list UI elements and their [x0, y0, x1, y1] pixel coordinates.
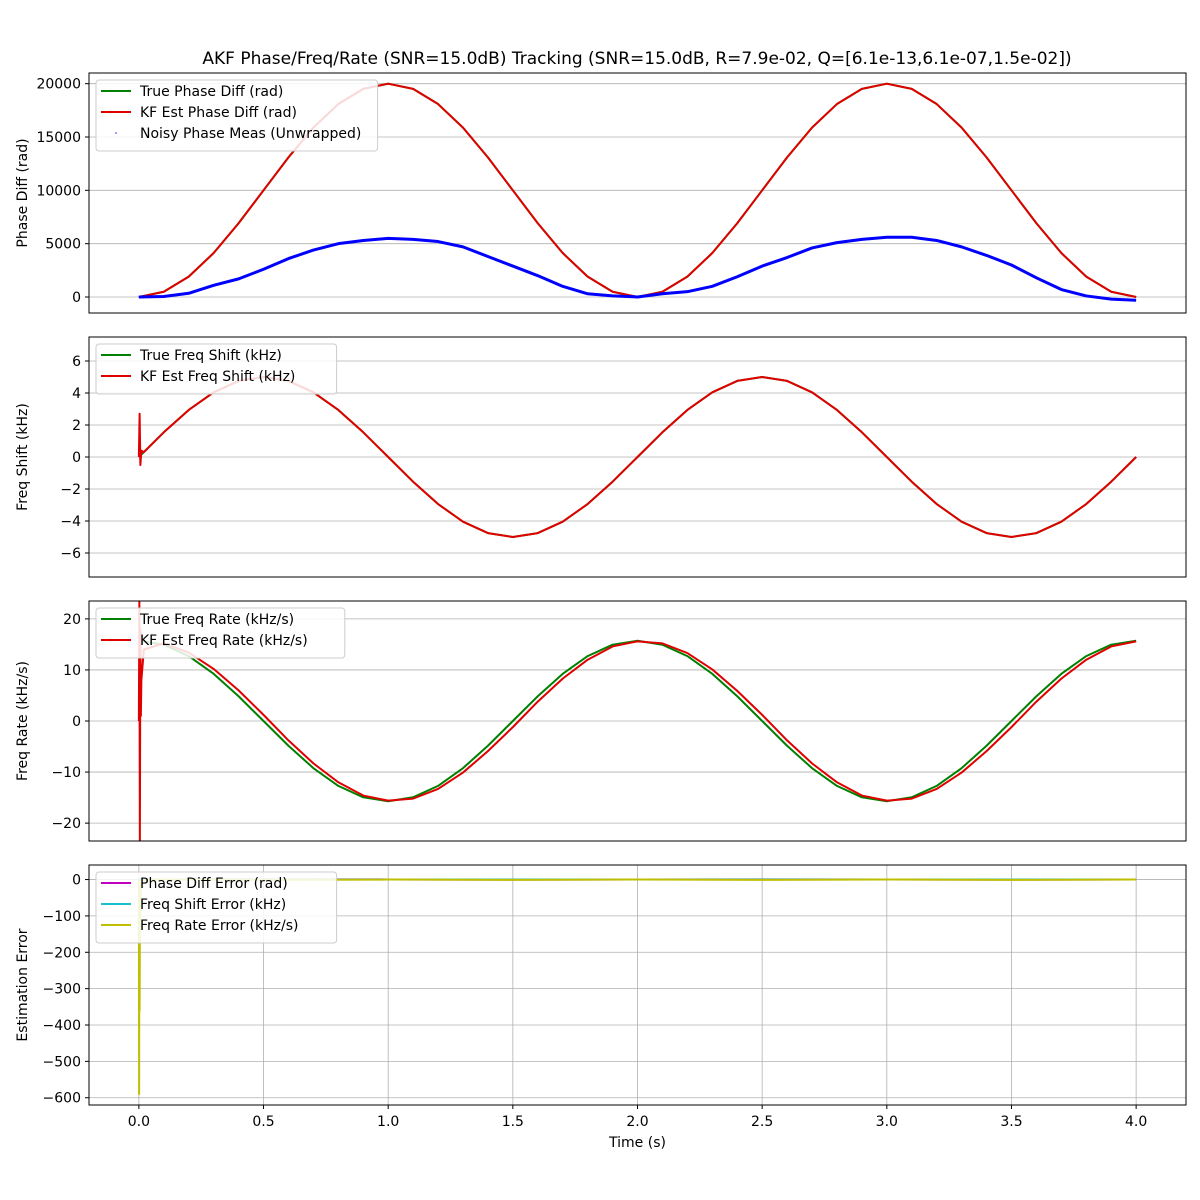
y-tick-label: −20 — [51, 816, 81, 832]
legend: True Freq Rate (kHz/s) KF Est Freq Rate (… — [95, 607, 346, 659]
legend: True Freq Shift (kHz) KF Est Freq Shift (… — [95, 343, 338, 395]
y-axis-label: Freq Shift (kHz) — [15, 403, 31, 511]
y-tick-label: 10000 — [36, 183, 81, 199]
x-tick-label: 4.0 — [1125, 1114, 1147, 1130]
y-tick-label: 10 — [63, 663, 81, 679]
legend-entry: Phase Diff Error (rad) — [140, 876, 288, 892]
legend-box — [95, 607, 346, 659]
legend: Phase Diff Error (rad) Freq Shift Error (… — [95, 871, 338, 944]
noisy-measurement-trace — [138, 235, 1137, 302]
y-tick-label: 6 — [72, 354, 81, 370]
legend-box — [95, 343, 338, 395]
legend-entry: KF Est Freq Rate (kHz/s) — [140, 633, 308, 649]
x-tick-label: 0.5 — [252, 1114, 274, 1130]
y-tick-label: −300 — [43, 982, 81, 998]
y-tick-label: −200 — [43, 945, 81, 961]
y-tick-label: −500 — [43, 1054, 81, 1070]
y-tick-label: −10 — [51, 765, 81, 781]
y-tick-label: 4 — [72, 386, 81, 402]
y-tick-label: 0 — [72, 873, 81, 889]
legend: True Phase Diff (rad) KF Est Phase Diff (… — [95, 79, 379, 152]
legend-box — [95, 871, 338, 944]
x-tick-label: 2.5 — [751, 1114, 773, 1130]
subplot-1: 0 5000 10000 15000 20000 Phase Diff (rad) True… — [15, 72, 1187, 314]
y-tick-label: 0 — [72, 450, 81, 466]
x-tick-label: 3.0 — [876, 1114, 898, 1130]
y-tick-label: 0 — [72, 290, 81, 306]
x-tick-label: 0.0 — [128, 1114, 150, 1130]
y-tick-label: 0 — [72, 714, 81, 730]
legend-marker — [115, 132, 117, 134]
x-tick-label: 3.5 — [1000, 1114, 1022, 1130]
y-tick-label: −2 — [60, 482, 81, 498]
y-tick-label: −100 — [43, 909, 81, 925]
x-tick-label: 1.5 — [502, 1114, 524, 1130]
figure-title: AKF Phase/Freq/Rate (SNR=15.0dB) Trackin… — [202, 49, 1071, 69]
y-tick-label: 5000 — [45, 237, 81, 253]
subplot-3: −20 −10 0 10 20 Freq Rate (kHz/s) True Freq Ra… — [15, 600, 1187, 842]
legend-entry: KF Est Phase Diff (rad) — [140, 105, 297, 121]
y-tick-label: 20000 — [36, 77, 81, 93]
x-axis-label: Time (s) — [608, 1135, 666, 1151]
x-tick-label: 1.0 — [377, 1114, 399, 1130]
y-tick-label: 2 — [72, 418, 81, 434]
y-axis-label: Estimation Error — [15, 928, 31, 1041]
y-axis-label: Phase Diff (rad) — [15, 138, 31, 247]
legend-entry: KF Est Freq Shift (kHz) — [140, 369, 295, 385]
legend-entry: True Phase Diff (rad) — [139, 84, 283, 100]
y-tick-label: −400 — [43, 1018, 81, 1034]
y-tick-label: −4 — [60, 514, 81, 530]
subplot-2: −6 −4 −2 0 2 4 6 Freq Shift (kHz) True Freq Shif… — [15, 336, 1187, 578]
legend-entry: True Freq Rate (kHz/s) — [139, 612, 294, 628]
x-tick-label: 2.0 — [626, 1114, 648, 1130]
legend-entry: Freq Rate Error (kHz/s) — [140, 918, 298, 934]
legend-entry: True Freq Shift (kHz) — [139, 348, 282, 364]
legend-entry: Noisy Phase Meas (Unwrapped) — [140, 126, 361, 142]
subplot-4: −600 −500 −400 −300 −200 −100 0 Estimation Erro… — [15, 864, 1187, 1151]
axes-frame — [88, 72, 1187, 314]
y-tick-label: −6 — [60, 546, 81, 562]
legend-box — [95, 79, 379, 152]
y-tick-label: 15000 — [36, 130, 81, 146]
y-tick-label: 20 — [63, 612, 81, 628]
legend-entry: Freq Shift Error (kHz) — [140, 897, 286, 913]
y-tick-label: −600 — [43, 1091, 81, 1107]
y-axis-label: Freq Rate (kHz/s) — [15, 661, 31, 781]
